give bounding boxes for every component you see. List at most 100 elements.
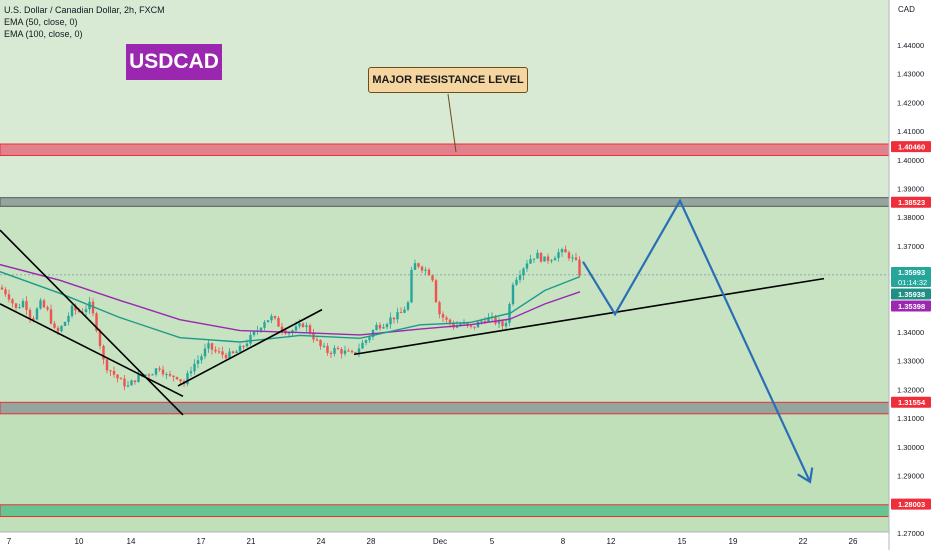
zone-support <box>0 401 890 415</box>
candle-down <box>326 345 329 353</box>
candle-up <box>511 284 515 305</box>
candle-up <box>396 312 399 320</box>
legend-title[interactable]: U.S. Dollar / Canadian Dollar, 2h, FXCM <box>4 5 165 15</box>
time-tick-label: 12 <box>607 537 616 546</box>
candle-down <box>147 374 151 376</box>
candle-down <box>378 324 382 329</box>
candle-up <box>130 380 133 386</box>
candle-up <box>298 323 301 327</box>
trendlines <box>0 229 825 416</box>
candle-down <box>273 316 277 319</box>
candle-up <box>252 331 256 335</box>
callout-pointer <box>447 93 457 153</box>
price-tag-red <box>891 196 931 208</box>
candle-down <box>431 275 434 281</box>
time-tick-label: 17 <box>197 537 206 546</box>
candle-up <box>529 259 532 264</box>
candle-up <box>84 309 88 313</box>
price-tag-red <box>891 498 931 510</box>
candle-up <box>18 307 21 309</box>
candle-down <box>11 299 14 304</box>
candle-up <box>406 302 410 310</box>
candle-down <box>567 252 571 259</box>
candle-up <box>70 305 74 316</box>
projection-line <box>582 198 811 483</box>
candle-down <box>102 345 105 360</box>
candle-down <box>105 359 109 371</box>
price-tick-label: 1.38000 <box>897 213 924 222</box>
price-tick-label: 1.31000 <box>897 414 924 423</box>
candle-down <box>392 317 396 320</box>
time-tick-label: 8 <box>561 537 566 546</box>
candle-down <box>564 249 567 253</box>
candle-up <box>193 363 196 372</box>
price-tick-label: 1.40000 <box>897 156 924 165</box>
candle-up <box>497 321 501 324</box>
symbol-badge: USDCAD <box>126 44 222 80</box>
price-tag-red <box>891 396 931 408</box>
candle-up <box>126 385 130 387</box>
time-tick-label: 24 <box>317 537 326 546</box>
candle-up <box>389 317 392 325</box>
time-tick-label: 10 <box>75 537 84 546</box>
candle-up <box>200 356 203 361</box>
price-tick-label: 1.33000 <box>897 357 924 366</box>
price-tag-text: 1.31554 <box>898 398 926 407</box>
candle-down <box>280 326 284 331</box>
candle-down <box>420 266 424 271</box>
candle-up <box>203 348 207 357</box>
candle-up <box>245 343 249 347</box>
candle-down <box>224 354 228 359</box>
time-tick-label: Dec <box>433 537 447 546</box>
candle-down <box>399 312 403 314</box>
candle-down <box>210 343 214 350</box>
price-tick-label: 1.37000 <box>897 242 924 251</box>
candle-up <box>487 317 490 322</box>
time-tick-label: 22 <box>799 537 808 546</box>
candle-up <box>504 322 508 327</box>
candle-down <box>221 351 224 355</box>
candle-down <box>168 374 172 376</box>
candle-down <box>434 280 438 303</box>
price-tick-label: 1.29000 <box>897 472 924 481</box>
price-tag-text: 1.28003 <box>898 500 925 509</box>
candle-up <box>403 309 406 313</box>
zone-resistance <box>0 143 890 156</box>
price-tag-current <box>891 267 931 287</box>
time-tick-label: 28 <box>367 537 376 546</box>
price-tick-label: 1.34000 <box>897 328 924 337</box>
candle-up <box>410 269 413 303</box>
candle-down <box>123 378 126 387</box>
price-tag-ema50 <box>891 288 931 300</box>
time-axis[interactable] <box>0 532 889 550</box>
candle-down <box>172 375 175 377</box>
candle-down <box>242 345 245 347</box>
candle-down <box>441 314 445 318</box>
time-tick-label: 7 <box>7 537 12 546</box>
candle-down <box>466 322 469 326</box>
zone-resistance-gray <box>0 197 890 207</box>
candle-up <box>196 360 200 364</box>
price-tag-text: 1.38523 <box>898 198 925 207</box>
candle-up <box>186 373 189 385</box>
candle-down <box>32 318 35 320</box>
candle-down <box>501 321 504 327</box>
legend-ema-50[interactable]: EMA (50, close, 0) <box>4 17 78 27</box>
legend-ema-100[interactable]: EMA (100, close, 0) <box>4 29 83 39</box>
price-tag-red <box>891 141 931 153</box>
time-tick-label: 5 <box>490 537 495 546</box>
candle-down <box>308 325 312 334</box>
candle-down <box>74 305 77 311</box>
price-tick-label: 1.27000 <box>897 529 924 538</box>
candle-down <box>473 326 476 328</box>
candle-down <box>14 303 18 308</box>
candle-down <box>578 259 581 276</box>
candle-down <box>133 380 137 382</box>
candle-up <box>522 268 525 276</box>
candle-up <box>39 300 42 309</box>
candle-down <box>448 319 452 324</box>
candle-up <box>263 322 266 328</box>
candle-up <box>560 249 564 253</box>
currency-label: CAD <box>898 5 915 14</box>
